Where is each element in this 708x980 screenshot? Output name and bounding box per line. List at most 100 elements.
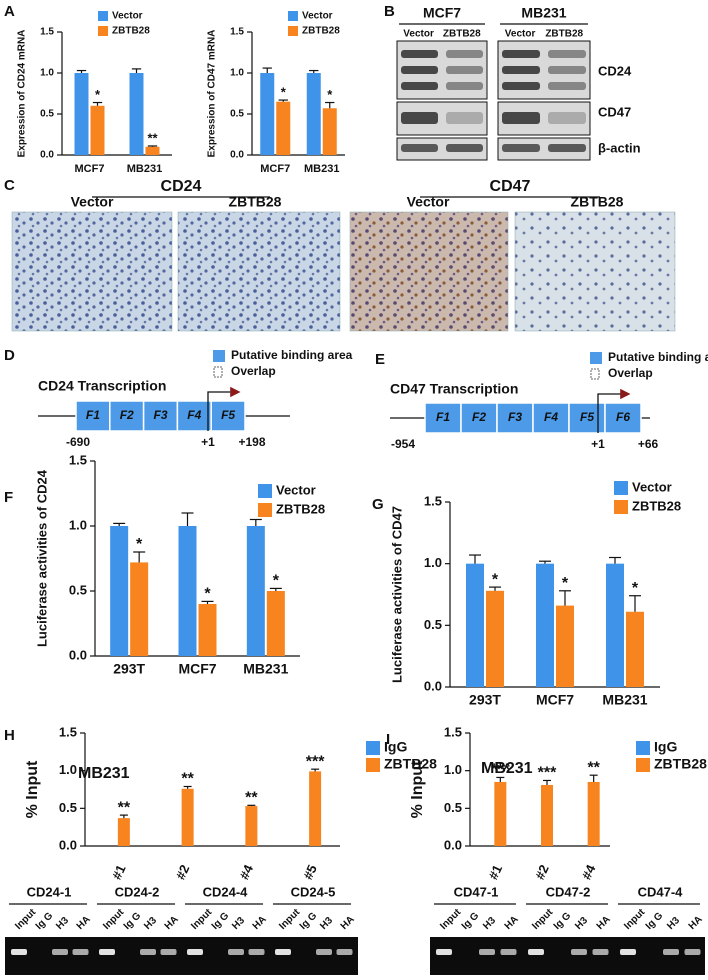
panel-label: F	[4, 489, 13, 506]
blot-band	[548, 144, 586, 152]
lane-label: H3	[54, 915, 71, 932]
fragment-label: F5	[221, 408, 235, 422]
blot-band	[548, 66, 586, 74]
significance: **	[147, 130, 158, 145]
y-tick-label: 1.5	[230, 27, 244, 38]
legend-swatch	[590, 368, 600, 380]
panel-label: G	[372, 496, 384, 513]
chip-group: CD47-1	[454, 884, 499, 899]
ihc-image	[11, 211, 173, 332]
bar	[178, 526, 197, 656]
legend-swatch	[213, 350, 225, 362]
x-tick-label: #5	[300, 862, 320, 881]
panel-label: I	[386, 731, 390, 748]
gel-band	[620, 949, 636, 955]
lane-label: HA	[339, 914, 357, 932]
legend-label: Overlap	[608, 366, 653, 380]
y-axis-label: % Input	[24, 760, 41, 818]
position-label: -954	[391, 437, 415, 451]
position-label: -690	[66, 435, 90, 449]
blot-band	[548, 112, 586, 124]
gel-band	[316, 949, 332, 955]
lane-label: H3	[481, 915, 498, 932]
diagram-title: CD47 Transcription	[390, 381, 518, 397]
bar	[110, 526, 129, 656]
cell-line: MB231	[521, 5, 566, 21]
y-tick-label: 0.5	[444, 800, 462, 815]
x-tick-label: MB231	[602, 692, 647, 708]
position-label: +1	[201, 435, 215, 449]
bar	[541, 784, 553, 846]
lane-label: Input	[622, 906, 648, 932]
lane-label: Vector	[403, 29, 434, 40]
chip-group: CD24-4	[203, 884, 249, 899]
lane-label: Vector	[505, 29, 536, 40]
y-tick-label: 0.0	[444, 837, 462, 852]
legend-label: Putative binding area	[231, 348, 353, 362]
bar	[606, 563, 624, 687]
gel-band	[52, 949, 68, 955]
fragment	[604, 402, 642, 434]
blot-band	[401, 144, 438, 152]
legend-swatch	[98, 11, 108, 21]
lane-label: HA	[687, 914, 705, 932]
bar	[556, 605, 574, 687]
bar	[181, 788, 194, 846]
fragment-label: F3	[153, 408, 167, 422]
blot-band	[502, 50, 540, 58]
legend-label: Vector	[632, 479, 672, 494]
y-tick-label: 1.0	[424, 555, 442, 570]
bar	[260, 73, 275, 155]
lane-label: Input	[530, 906, 556, 932]
bar	[145, 146, 160, 155]
protein-label: β-actin	[598, 140, 641, 155]
x-tick-label: MCF7	[75, 163, 105, 175]
bar	[198, 604, 217, 656]
y-tick-label: 0.0	[230, 150, 244, 161]
cell-line: MCF7	[423, 5, 461, 21]
chart-title: MB231	[78, 765, 130, 782]
significance: *	[273, 573, 280, 590]
legend-label: IgG	[384, 739, 407, 755]
bar	[74, 73, 89, 155]
lane-label: H3	[318, 915, 335, 932]
y-tick-label: 1.5	[69, 452, 87, 467]
y-tick-label: 1.5	[424, 493, 442, 508]
lane-label: HA	[595, 914, 613, 932]
gel-band	[663, 949, 679, 955]
gel-band	[684, 949, 701, 955]
fragment-label: F1	[86, 408, 100, 422]
ihc-marker: CD47	[490, 178, 531, 195]
bar	[245, 806, 258, 846]
panel-label: E	[375, 351, 385, 368]
chart-title: MB231	[481, 760, 533, 777]
significance: ***	[306, 753, 325, 770]
x-tick-label: #2	[532, 862, 552, 881]
bar	[129, 73, 144, 155]
legend-swatch	[366, 758, 380, 772]
fragment	[75, 400, 111, 432]
blot-band	[502, 66, 540, 74]
significance: *	[632, 580, 639, 597]
fragment-label: F3	[508, 410, 522, 424]
legend-label: ZBTB28	[384, 756, 437, 772]
lane-label: H3	[573, 915, 590, 932]
legend-swatch	[98, 26, 108, 36]
y-tick-label: 0.5	[69, 582, 87, 597]
panel-label: C	[4, 177, 15, 194]
blot-band	[401, 50, 438, 58]
lane-label: H3	[142, 915, 159, 932]
legend-label: ZBTB28	[632, 498, 681, 513]
legend-label: ZBTB28	[112, 26, 150, 37]
fragment-label: F4	[544, 410, 558, 424]
x-tick-label: #1	[485, 862, 505, 881]
lane-label: HA	[163, 914, 181, 932]
y-tick-label: 1.5	[444, 724, 462, 739]
significance: **	[587, 759, 600, 776]
bar	[306, 73, 321, 155]
bar	[486, 590, 504, 687]
fragment-label: F2	[472, 410, 486, 424]
bar	[626, 611, 644, 687]
y-tick-label: 1.5	[40, 27, 54, 38]
lane-label: Input	[438, 906, 464, 932]
